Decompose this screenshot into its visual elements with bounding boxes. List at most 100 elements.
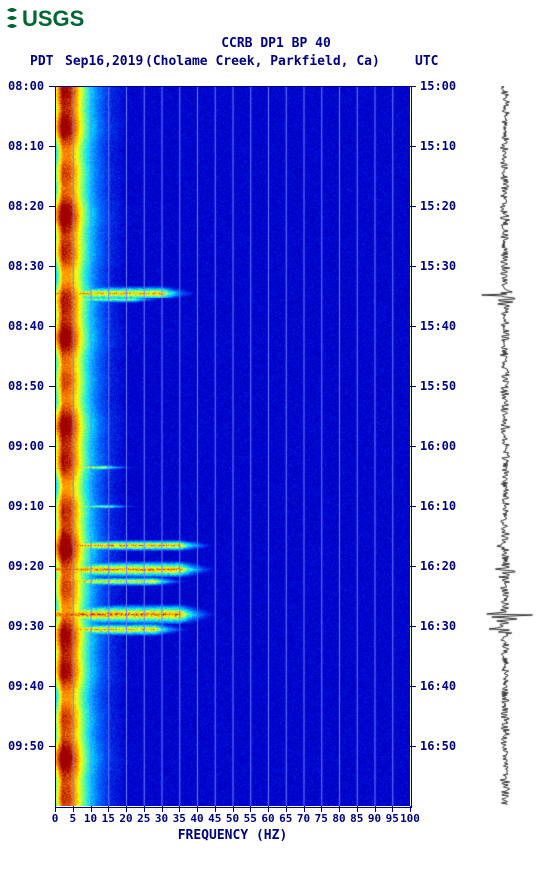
x-tick: 55 xyxy=(244,812,257,825)
y-tick-left: 09:10 xyxy=(8,499,44,513)
x-tick: 0 xyxy=(52,812,59,825)
tick-mark xyxy=(49,626,55,627)
y-tick-right: 16:20 xyxy=(420,559,456,573)
y-tick-right: 16:50 xyxy=(420,739,456,753)
x-tick: 15 xyxy=(102,812,115,825)
y-tick-left: 08:40 xyxy=(8,319,44,333)
y-tick-left: 09:40 xyxy=(8,679,44,693)
location-label: (Cholame Creek, Parkfield, Ca) xyxy=(145,54,380,69)
y-tick-left: 08:30 xyxy=(8,259,44,273)
tick-mark xyxy=(410,146,416,147)
chart-title: CCRB DP1 BP 40 xyxy=(0,36,552,51)
x-tick: 75 xyxy=(315,812,328,825)
tick-mark xyxy=(179,806,180,812)
x-tick: 85 xyxy=(350,812,363,825)
tick-mark xyxy=(233,806,234,812)
tick-mark xyxy=(410,566,416,567)
tick-mark xyxy=(410,626,416,627)
tick-mark xyxy=(339,806,340,812)
y-tick-left: 08:50 xyxy=(8,379,44,393)
x-tick: 5 xyxy=(69,812,76,825)
tick-mark xyxy=(321,806,322,812)
x-tick: 60 xyxy=(261,812,274,825)
tick-mark xyxy=(215,806,216,812)
timezone-right: UTC xyxy=(415,54,438,69)
tick-mark xyxy=(410,386,416,387)
x-tick: 35 xyxy=(173,812,186,825)
x-tick: 40 xyxy=(190,812,203,825)
y-tick-right: 15:10 xyxy=(420,139,456,153)
tick-mark xyxy=(375,806,376,812)
tick-mark xyxy=(49,446,55,447)
tick-mark xyxy=(108,806,109,812)
y-tick-left: 09:20 xyxy=(8,559,44,573)
tick-mark xyxy=(49,86,55,87)
x-tick: 100 xyxy=(400,812,420,825)
x-tick: 50 xyxy=(226,812,239,825)
y-tick-right: 15:30 xyxy=(420,259,456,273)
y-tick-left: 09:00 xyxy=(8,439,44,453)
x-tick: 70 xyxy=(297,812,310,825)
tick-mark xyxy=(410,266,416,267)
tick-mark xyxy=(410,446,416,447)
tick-mark xyxy=(49,566,55,567)
date-label: Sep16,2019 xyxy=(65,54,143,69)
y-tick-left: 08:00 xyxy=(8,79,44,93)
y-tick-left: 09:30 xyxy=(8,619,44,633)
x-tick: 95 xyxy=(386,812,399,825)
svg-text:USGS: USGS xyxy=(22,6,84,30)
tick-mark xyxy=(49,686,55,687)
y-tick-left: 09:50 xyxy=(8,739,44,753)
x-tick: 30 xyxy=(155,812,168,825)
y-tick-right: 16:30 xyxy=(420,619,456,633)
tick-mark xyxy=(49,386,55,387)
y-tick-right: 16:40 xyxy=(420,679,456,693)
tick-mark xyxy=(49,746,55,747)
y-tick-right: 16:10 xyxy=(420,499,456,513)
tick-mark xyxy=(392,806,393,812)
tick-mark xyxy=(49,326,55,327)
tick-mark xyxy=(410,806,411,812)
y-tick-right: 16:00 xyxy=(420,439,456,453)
x-tick: 45 xyxy=(208,812,221,825)
tick-mark xyxy=(144,806,145,812)
tick-mark xyxy=(268,806,269,812)
tick-mark xyxy=(49,266,55,267)
tick-mark xyxy=(55,806,56,812)
spectrogram-chart xyxy=(55,86,410,806)
tick-mark xyxy=(410,86,416,87)
y-tick-right: 15:50 xyxy=(420,379,456,393)
y-tick-right: 15:20 xyxy=(420,199,456,213)
tick-mark xyxy=(162,806,163,812)
tick-mark xyxy=(197,806,198,812)
usgs-logo: USGS xyxy=(4,4,100,30)
x-tick: 90 xyxy=(368,812,381,825)
tick-mark xyxy=(49,146,55,147)
tick-mark xyxy=(410,206,416,207)
tick-mark xyxy=(410,746,416,747)
tick-mark xyxy=(49,506,55,507)
timezone-left: PDT xyxy=(30,54,53,69)
tick-mark xyxy=(286,806,287,812)
y-tick-right: 15:40 xyxy=(420,319,456,333)
y-tick-left: 08:10 xyxy=(8,139,44,153)
x-axis-label: FREQUENCY (HZ) xyxy=(55,828,410,843)
tick-mark xyxy=(410,326,416,327)
x-tick: 25 xyxy=(137,812,150,825)
tick-mark xyxy=(250,806,251,812)
x-tick: 65 xyxy=(279,812,292,825)
tick-mark xyxy=(73,806,74,812)
tick-mark xyxy=(410,686,416,687)
tick-mark xyxy=(357,806,358,812)
x-tick: 10 xyxy=(84,812,97,825)
x-tick: 80 xyxy=(332,812,345,825)
tick-mark xyxy=(304,806,305,812)
tick-mark xyxy=(91,806,92,812)
y-tick-left: 08:20 xyxy=(8,199,44,213)
y-tick-right: 15:00 xyxy=(420,79,456,93)
tick-mark xyxy=(410,506,416,507)
tick-mark xyxy=(126,806,127,812)
tick-mark xyxy=(49,206,55,207)
seismogram-trace xyxy=(470,86,540,806)
x-tick: 20 xyxy=(119,812,132,825)
